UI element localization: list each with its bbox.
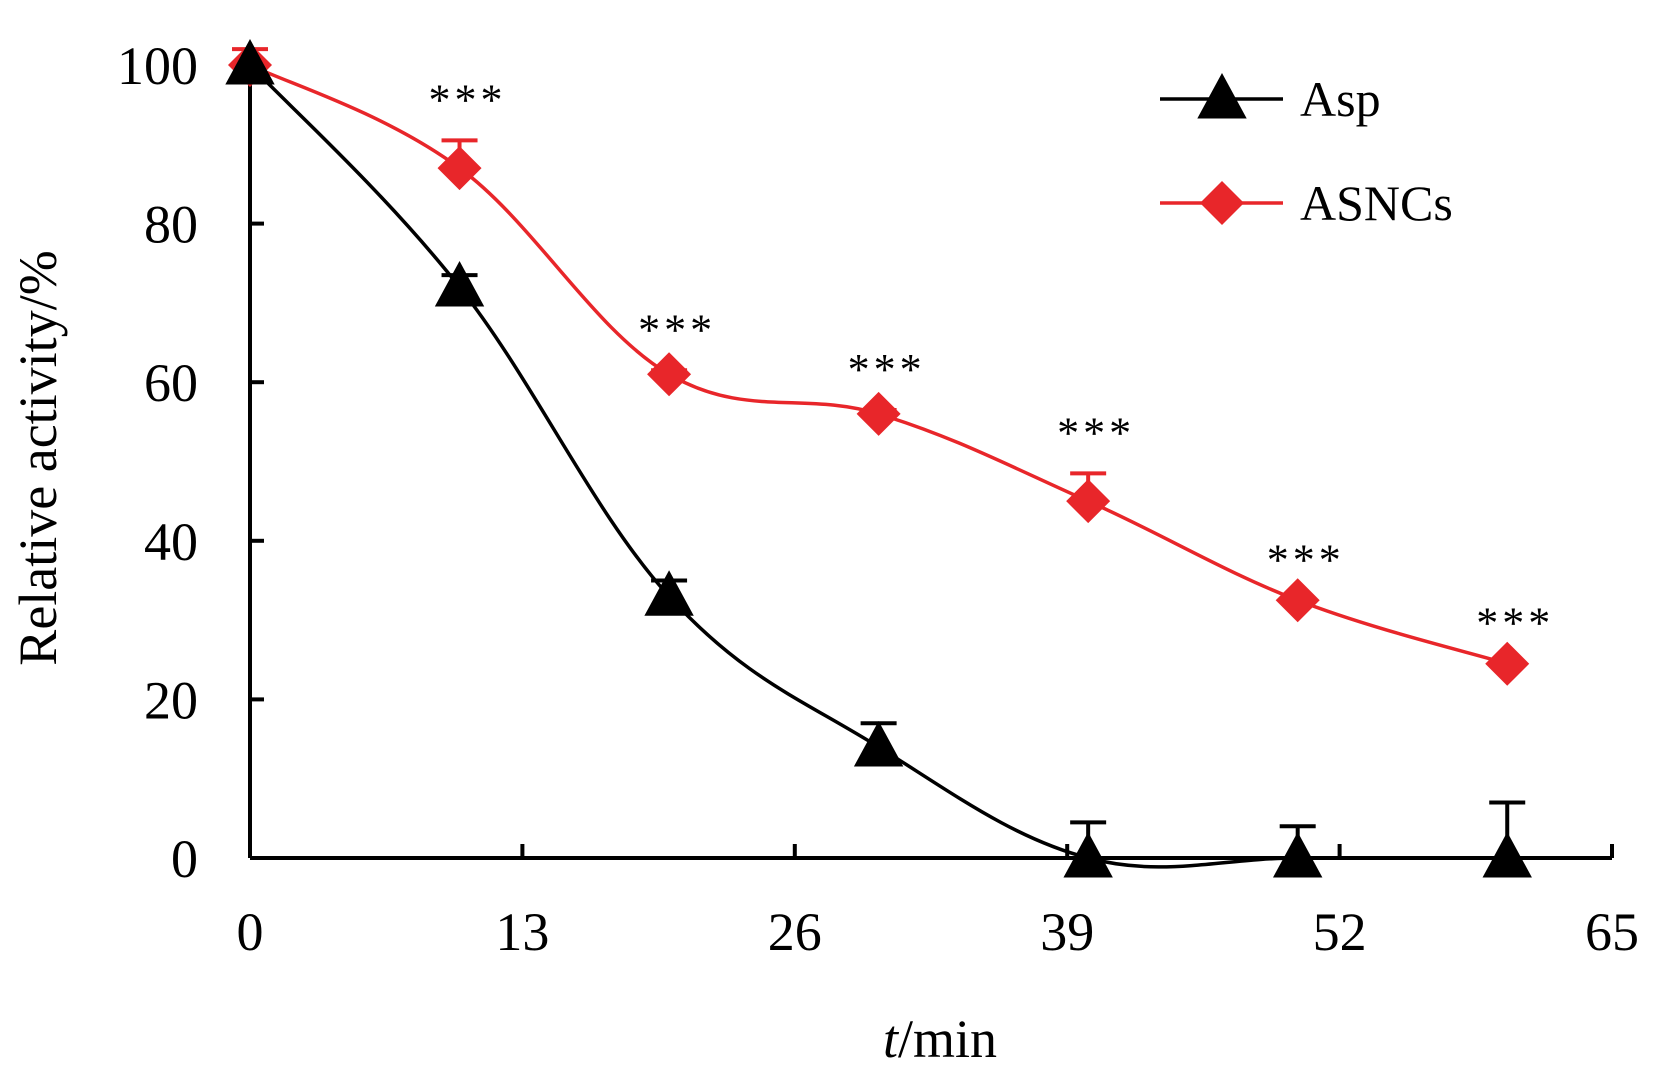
series-asp <box>225 39 1532 878</box>
x-tick-label: 52 <box>1313 902 1367 962</box>
data-point-asp <box>1272 832 1323 878</box>
data-point-asncs <box>856 391 901 436</box>
x-axis-title: t/min <box>883 1009 997 1069</box>
significance-marker: *** <box>1057 408 1135 457</box>
data-point-asp <box>1482 832 1532 878</box>
data-point-asp <box>1063 832 1113 878</box>
significance-marker: *** <box>1267 535 1345 584</box>
data-point-asp <box>644 570 694 616</box>
x-axis-title-rest: /min <box>898 1009 997 1069</box>
x-axis-title-italic: t <box>883 1009 900 1069</box>
x-tick-label: 13 <box>495 902 549 962</box>
data-point-asp <box>225 39 275 85</box>
y-tick-label: 20 <box>144 670 198 730</box>
legend-marker <box>1197 73 1247 119</box>
significance-marker: *** <box>638 305 716 354</box>
data-point-asncs <box>1275 578 1320 623</box>
x-tick-label: 0 <box>237 902 264 962</box>
legend-label: ASNCs <box>1300 175 1453 231</box>
data-point-asncs <box>1066 479 1111 524</box>
significance-marker: *** <box>429 75 507 124</box>
legend-item-asp: Asp <box>1160 71 1381 127</box>
y-axis-title: Relative activity/% <box>8 250 68 665</box>
legend: Asp ASNCs <box>1160 71 1453 231</box>
data-point-asp <box>853 720 904 767</box>
significance-marker: *** <box>1476 599 1554 648</box>
data-point-asp <box>434 261 485 307</box>
x-tick-label: 26 <box>768 902 822 962</box>
data-point-asncs <box>1485 641 1530 686</box>
legend-item-asncs: ASNCs <box>1160 175 1453 231</box>
y-tick-label: 40 <box>144 512 198 572</box>
x-tick-label: 65 <box>1585 902 1639 962</box>
legend-label: Asp <box>1300 71 1381 127</box>
y-tick-label: 80 <box>144 195 198 255</box>
series-layer: *** *** *** *** *** *** <box>225 39 1554 878</box>
y-tick-label: 100 <box>117 36 198 96</box>
data-point-asncs <box>437 146 482 191</box>
legend-marker <box>1200 181 1244 225</box>
significance-marker: *** <box>848 345 926 394</box>
x-tick-label: 39 <box>1040 902 1094 962</box>
y-tick-label: 60 <box>144 353 198 413</box>
y-tick-label: 0 <box>171 829 198 889</box>
data-point-asncs <box>647 352 692 397</box>
